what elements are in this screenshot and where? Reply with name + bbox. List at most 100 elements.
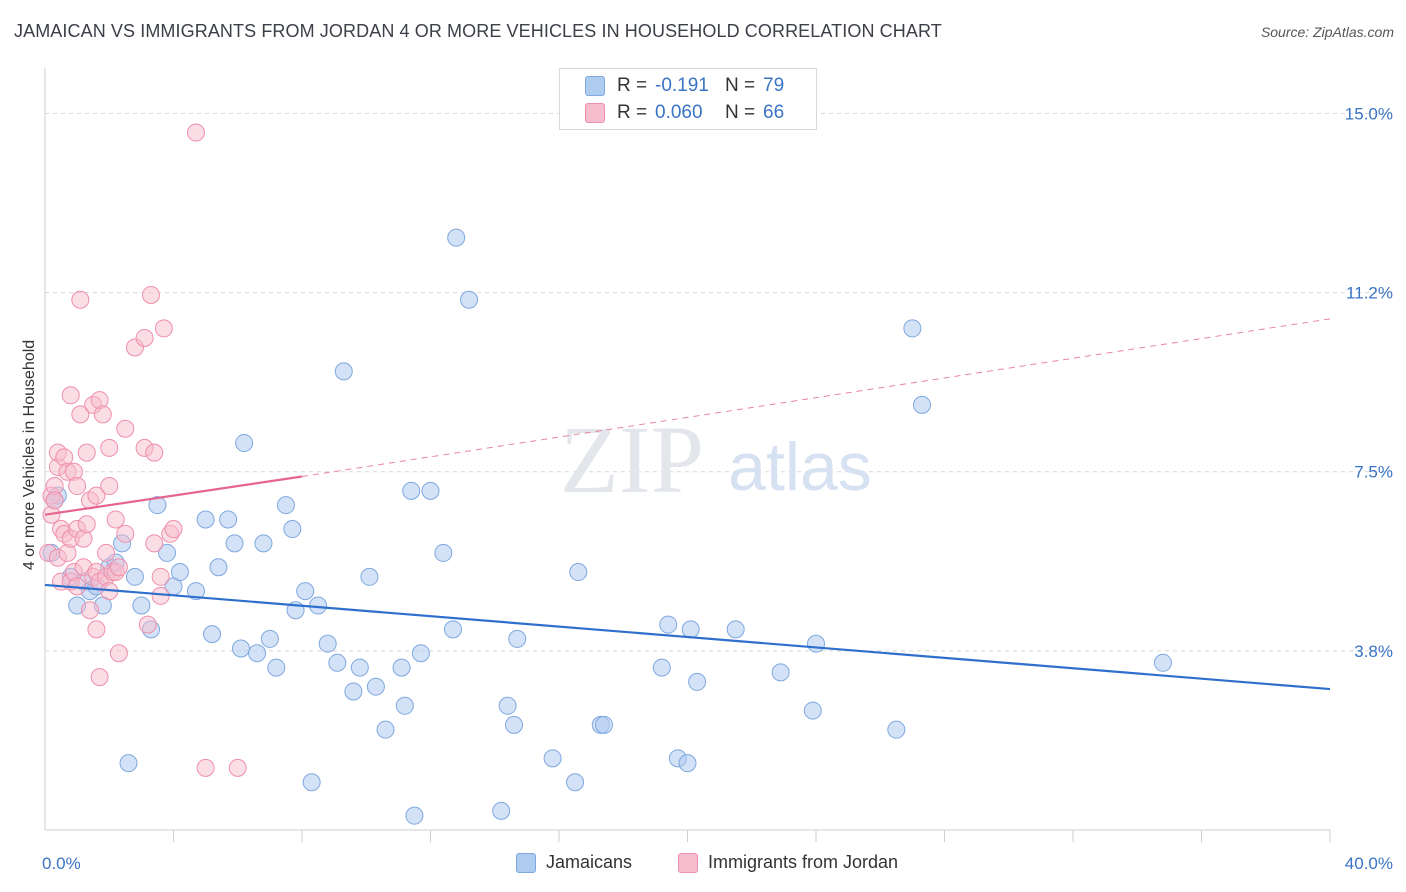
y-tick-label: 15.0% (1345, 104, 1393, 123)
jamaicans-point (148, 496, 167, 515)
jamaicans-point (196, 510, 215, 529)
jamaicans-point (566, 773, 585, 792)
jordan-swatch (585, 103, 605, 123)
jordan-point (228, 758, 247, 777)
jamaicans-point (158, 543, 177, 562)
jamaicans-point (334, 362, 353, 381)
jamaicans-point (681, 620, 700, 639)
jordan-point (106, 510, 125, 529)
jordan-point (100, 477, 119, 496)
series-jordan (39, 123, 247, 777)
legend-swatch-jordan (678, 852, 698, 873)
source-credit: Source: ZipAtlas.com (1260, 24, 1394, 40)
jordan-point (90, 668, 109, 687)
jamaicans-point (119, 754, 138, 773)
jamaicans-point (395, 696, 414, 715)
jamaicans-point (132, 596, 151, 615)
jamaicans-point (248, 644, 267, 663)
jamaicans-point (1153, 653, 1172, 672)
jordan-point (145, 443, 164, 462)
jordan-point (71, 405, 90, 424)
jamaicans-point (411, 644, 430, 663)
jamaicans-point (726, 620, 745, 639)
legend-label-jamaicans: Jamaicans (546, 852, 633, 872)
watermark-zip: ZIP (560, 406, 704, 513)
jamaicans-point (309, 596, 328, 615)
stats-row-jordan: R = 0.060 N = 66 (585, 101, 784, 125)
jamaicans-point (350, 658, 369, 677)
jamaicans-point (296, 582, 315, 601)
y-tick-label: 7.5% (1354, 463, 1393, 482)
jamaicans-point (659, 615, 678, 634)
jamaicans-point (186, 582, 205, 601)
jamaicans-point (376, 720, 395, 739)
jamaicans-point (652, 658, 671, 677)
series-jamaicans (42, 228, 1172, 825)
jordan-point (77, 515, 96, 534)
jamaicans-point (594, 715, 613, 734)
jamaicans-point (392, 658, 411, 677)
jordan-point (109, 558, 128, 577)
n-label: N = (725, 75, 756, 96)
jordan-point (71, 290, 90, 309)
jordan-point (154, 319, 173, 338)
jamaicans-point (498, 696, 517, 715)
jamaicans-point (688, 672, 707, 691)
jordan-point (196, 758, 215, 777)
jamaicans-point (360, 567, 379, 586)
jamaicans-point (225, 534, 244, 553)
legend-item-jamaicans[interactable]: Jamaicans (516, 852, 632, 873)
legend-item-jordan[interactable]: Immigrants from Jordan (678, 852, 898, 873)
jamaicans-point (508, 629, 527, 648)
jordan-point (87, 486, 106, 505)
jamaicans-point (203, 625, 222, 644)
jordan-point (135, 328, 154, 347)
jordan-point (116, 419, 135, 438)
jamaicans-point (903, 319, 922, 338)
jamaicans-point (283, 520, 302, 539)
jamaicans-point (460, 290, 479, 309)
r-value: 0.060 (655, 102, 703, 123)
jamaicans-point (260, 629, 279, 648)
trend-lines (44, 318, 1331, 691)
jamaicans-point (170, 563, 189, 582)
r-label: R = (617, 75, 648, 96)
jamaicans-point (366, 677, 385, 696)
legend-label-jordan: Immigrants from Jordan (708, 852, 899, 872)
jamaicans-point (913, 395, 932, 414)
r-value: -0.191 (655, 75, 709, 96)
stats-box: R = -0.191 N = 79 R = 0.060 N = 66 (559, 68, 817, 130)
y-tick-label: 11.2% (1346, 284, 1393, 303)
jordan-point (164, 520, 183, 539)
jordan-point (151, 567, 170, 586)
jamaicans-point (569, 563, 588, 582)
jordan-point (45, 491, 64, 510)
jamaicans-point (302, 773, 321, 792)
jordan-point (151, 586, 170, 605)
jamaicans-point (344, 682, 363, 701)
gridlines (45, 112, 1392, 652)
jamaicans-point (267, 658, 286, 677)
jamaicans-point (231, 639, 250, 658)
jordan-point (145, 534, 164, 553)
x-tick-label-min: 0.0% (42, 854, 81, 873)
jamaicans-point (405, 806, 424, 825)
jordan-point (80, 601, 99, 620)
jamaicans-point (443, 620, 462, 639)
chart-title: JAMAICAN VS IMMIGRANTS FROM JORDAN 4 OR … (14, 21, 942, 41)
jamaicans-point (402, 481, 421, 500)
jamaicans-point (209, 558, 228, 577)
jordan-point (186, 123, 205, 142)
legend: Jamaicans Immigrants from Jordan (0, 852, 1406, 876)
n-label: N = (725, 102, 756, 123)
jamaicans-point (678, 754, 697, 773)
jamaicans-point (803, 701, 822, 720)
x-tick-label-max: 40.0% (1345, 854, 1393, 873)
jamaicans-point (125, 567, 144, 586)
jamaicans-point (235, 434, 254, 453)
jamaicans-point (887, 720, 906, 739)
jordan-point (109, 644, 128, 663)
jordan-trend-extension (301, 318, 1331, 477)
jordan-point (100, 438, 119, 457)
